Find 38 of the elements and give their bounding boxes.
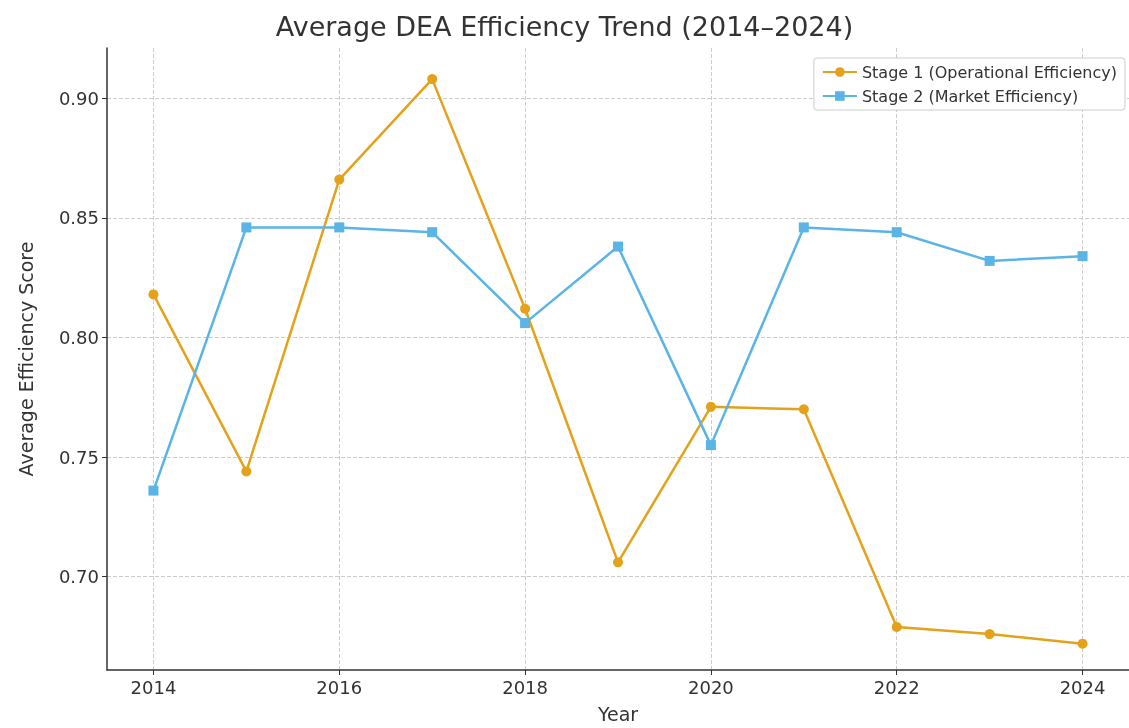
y-tick-label: 0.90 [58, 87, 99, 109]
point [613, 557, 623, 568]
x-tick-label: 2016 [316, 676, 363, 698]
point [705, 401, 716, 412]
point [334, 174, 345, 185]
point [148, 485, 159, 496]
y-tick-label: 0.70 [58, 566, 99, 588]
point [1077, 251, 1088, 262]
x-tick-label: 2022 [873, 676, 920, 698]
point [984, 255, 995, 266]
y-axis-title: Average Efficiency Score [14, 241, 37, 477]
point [427, 227, 438, 238]
x-tick-label: 2024 [1059, 676, 1106, 698]
point [241, 222, 252, 233]
x-tick-label: 2018 [502, 676, 548, 698]
point [613, 241, 623, 252]
y-tick-label: 0.85 [58, 207, 99, 229]
y-tick-label: 0.80 [58, 326, 99, 348]
point [241, 466, 252, 477]
x-tick-label: 2020 [688, 676, 734, 698]
point [705, 440, 716, 451]
point [520, 303, 531, 314]
point [798, 222, 809, 233]
point [334, 222, 345, 233]
point [520, 318, 531, 329]
chart-title: Average DEA Efficiency Trend (2014–2024) [275, 11, 854, 42]
legend-label: Stage 2 (Market Efficiency) [861, 86, 1079, 106]
point [891, 227, 902, 238]
legend-label: Stage 1 (Operational Efficiency) [861, 62, 1118, 82]
point [891, 621, 902, 632]
x-axis-title: Year [596, 702, 639, 725]
point [1077, 638, 1088, 649]
point [984, 629, 995, 640]
point [148, 289, 159, 300]
point [798, 404, 809, 415]
y-tick-label: 0.75 [58, 446, 99, 468]
point [427, 74, 438, 85]
x-tick-label: 2014 [130, 676, 177, 698]
